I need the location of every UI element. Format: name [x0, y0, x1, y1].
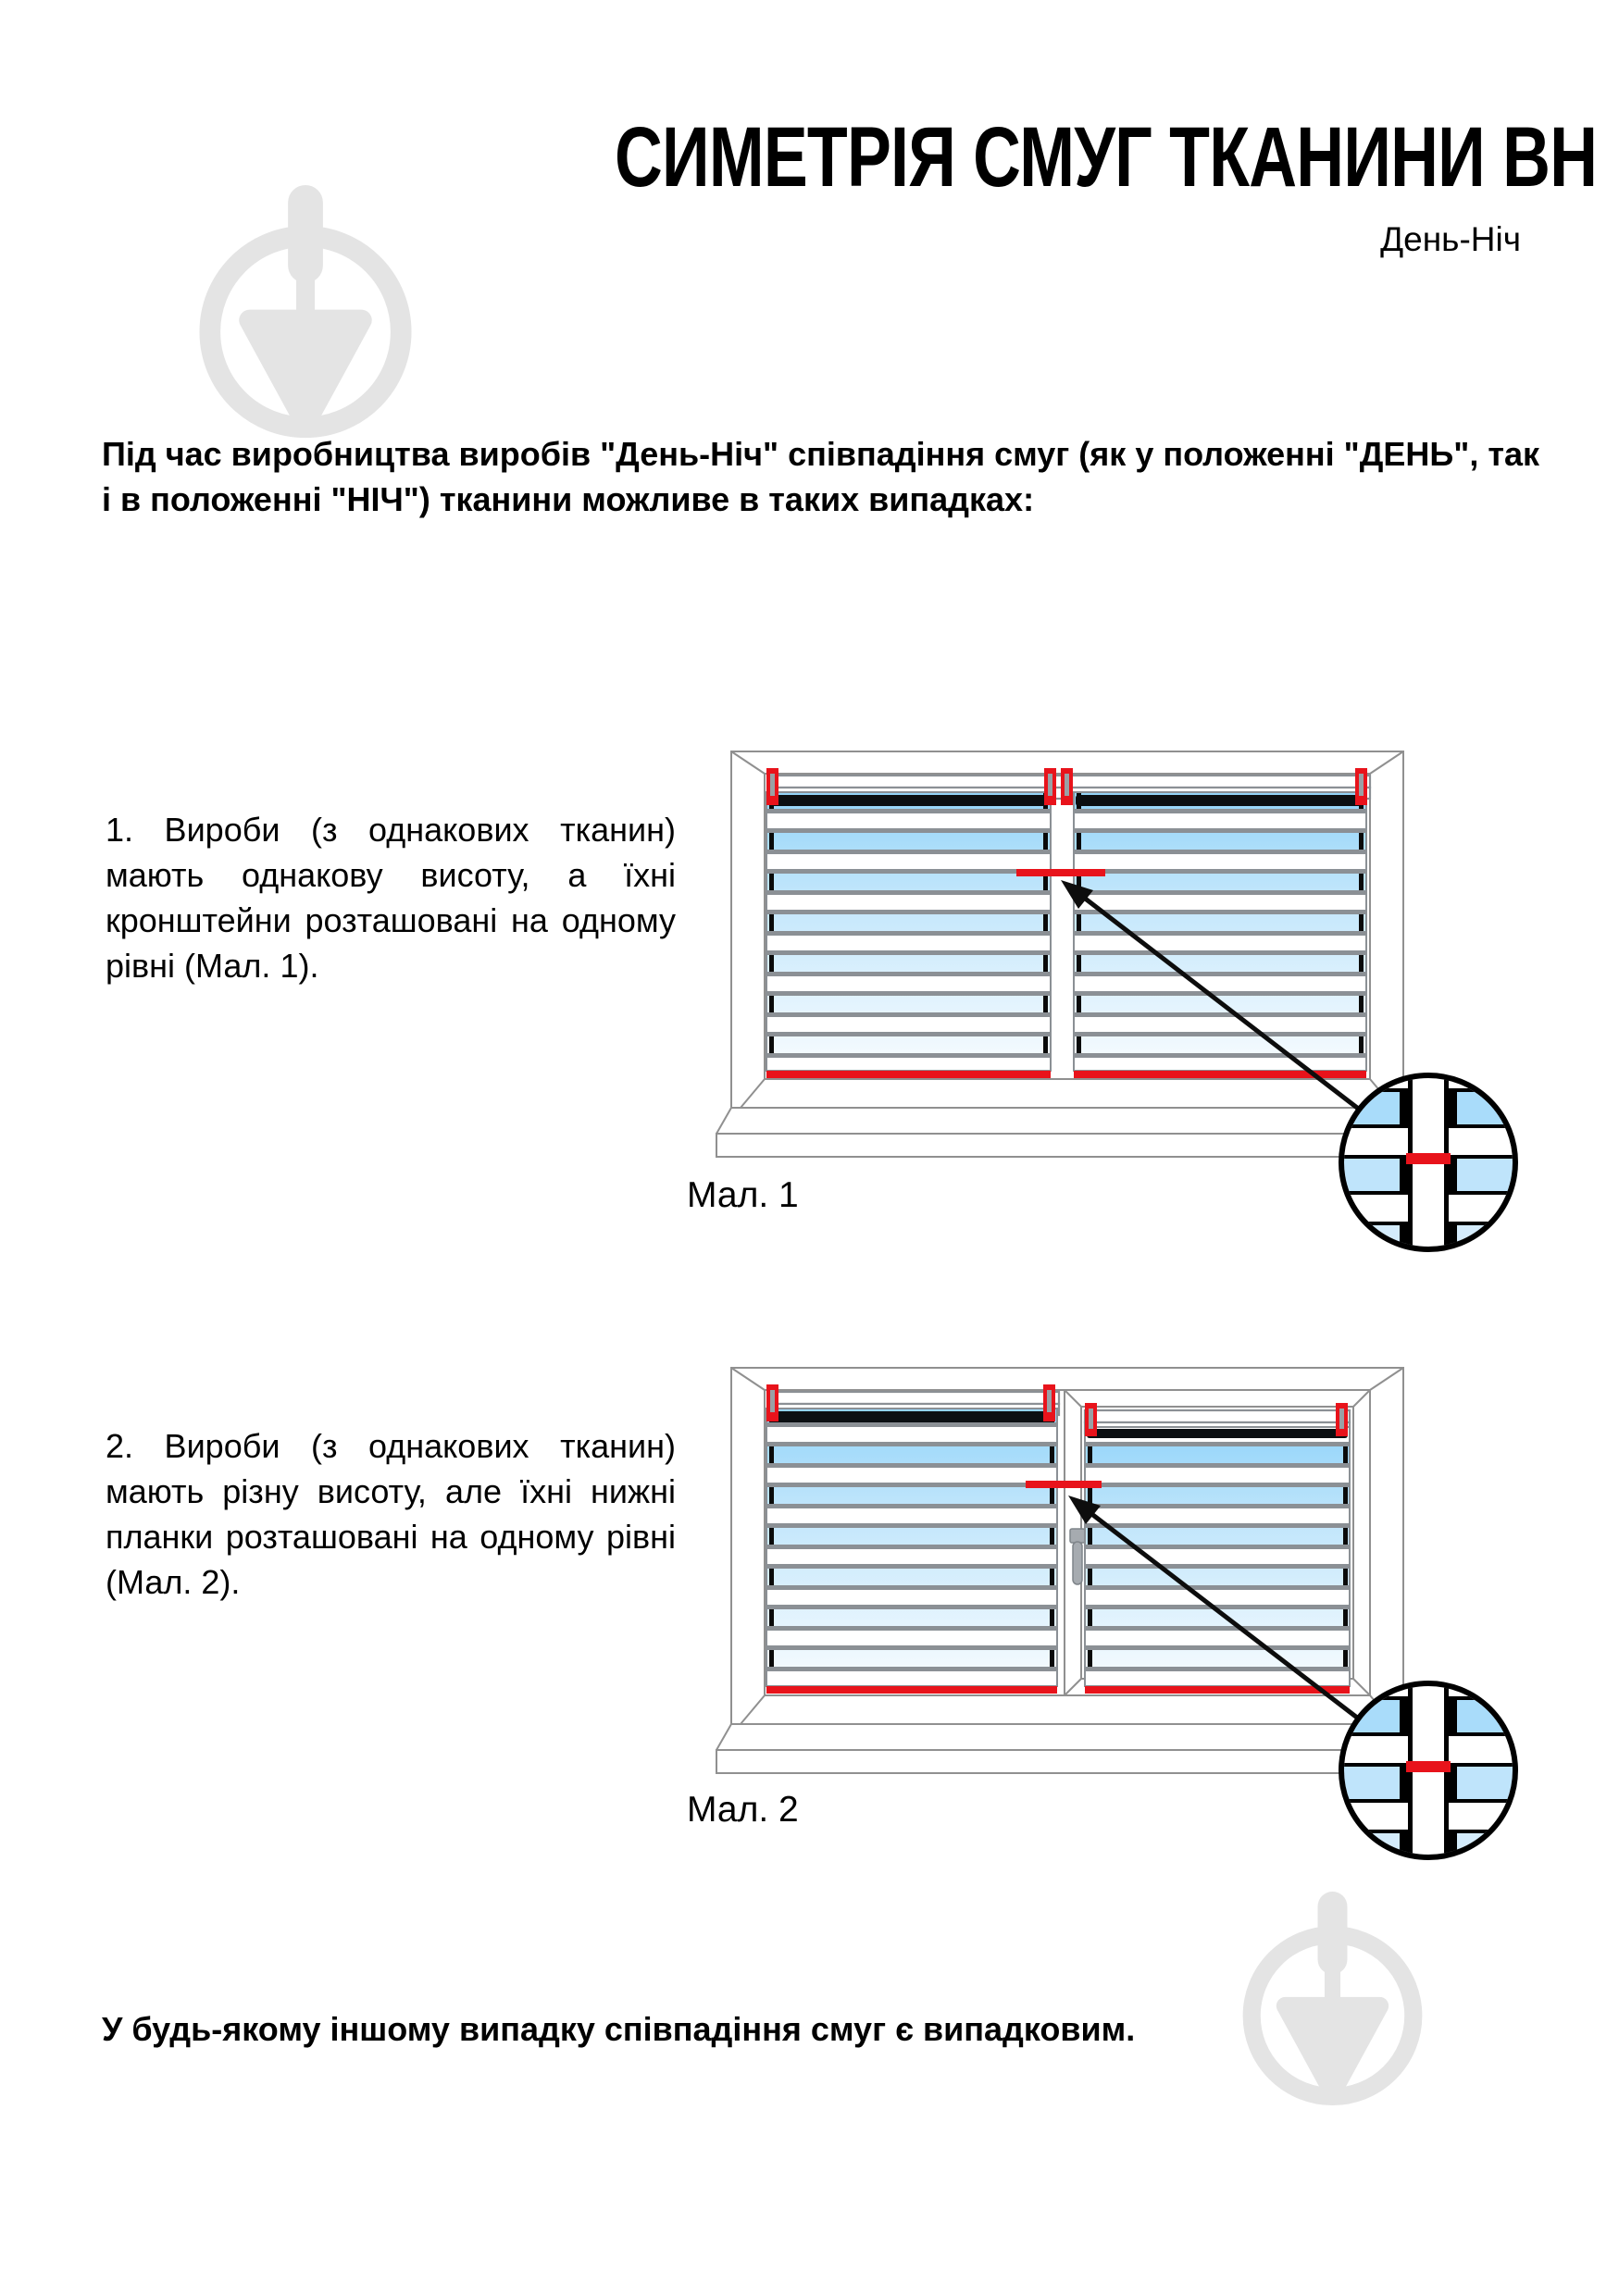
blind-panel-left-tall [766, 1384, 1061, 1694]
bracket-icon [766, 768, 1367, 805]
page-title: СИМЕТРІЯ СМУГ ТКАНИНИ ВН [615, 110, 1598, 205]
bottom-rail-marker [1085, 1686, 1350, 1694]
bracket-icon [766, 1384, 1055, 1421]
trowel-watermark-icon [189, 185, 422, 455]
intro-paragraph: Під час виробництва виробів "День-Ніч" с… [102, 435, 1539, 518]
figure-1-caption: Мал. 1 [687, 1175, 799, 1215]
figure-1-window-diagram [716, 751, 1527, 1268]
blind-panel-left [766, 791, 1052, 1078]
magnifier-detail-icon [1341, 1075, 1515, 1258]
blind-panel-right [1073, 791, 1367, 1078]
list-item-1: 1. Вироби (з однакових тканин) мають одн… [106, 811, 676, 985]
magnifier-detail-icon [1341, 1683, 1515, 1866]
bracket-icon [1085, 1403, 1348, 1436]
arrow-pointer-icon [1061, 880, 1363, 1112]
trowel-watermark-icon [1234, 1892, 1431, 2120]
windowsill [716, 1107, 1419, 1158]
bottom-rail-marker [766, 1071, 1051, 1078]
bottom-rail-marker [766, 1686, 1057, 1694]
figure-2-caption: Мал. 2 [687, 1790, 799, 1830]
figure-2-window-diagram [716, 1367, 1527, 1916]
bottom-rail-marker [1074, 1071, 1366, 1078]
footer-note: У будь-якому іншому випадку співпадіння … [102, 2010, 1136, 2048]
blind-panel-right-short [1083, 1403, 1351, 1694]
window-handle [1069, 1528, 1086, 1585]
stripe-alignment-marker [1016, 869, 1105, 876]
list-item-2: 2. Вироби (з однакових тканин) мають різ… [106, 1427, 676, 1601]
page-subtitle: День-Ніч [1380, 220, 1521, 258]
arrow-pointer-icon [1068, 1496, 1363, 1722]
windowsill [716, 1723, 1419, 1774]
stripe-alignment-marker [1026, 1481, 1102, 1488]
